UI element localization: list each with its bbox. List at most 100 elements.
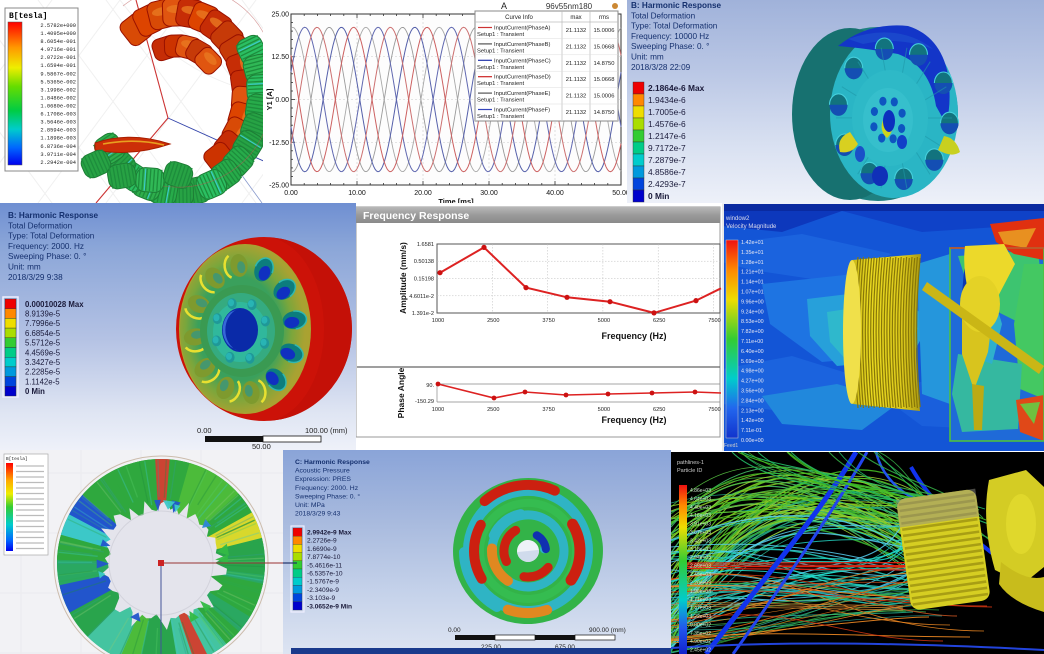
svg-text:max: max — [570, 15, 581, 21]
svg-text:2.5782e+000: 2.5782e+000 — [40, 23, 76, 29]
svg-text:1.1898e-003: 1.1898e-003 — [40, 136, 76, 142]
svg-text:25.00: 25.00 — [271, 12, 289, 19]
svg-text:0.00e+00: 0.00e+00 — [741, 438, 764, 444]
svg-text:15.0006: 15.0006 — [594, 94, 615, 100]
svg-text:3.56e+00: 3.56e+00 — [741, 389, 764, 395]
svg-text:2.13e+00: 2.13e+00 — [741, 408, 764, 414]
svg-text:1.28e+01: 1.28e+01 — [741, 260, 764, 266]
svg-text:Unit: MPa: Unit: MPa — [295, 502, 325, 509]
svg-text:0.00: 0.00 — [275, 97, 289, 104]
svg-text:1.7005e-6: 1.7005e-6 — [648, 107, 686, 117]
svg-text:9.80e+02: 9.80e+02 — [690, 622, 711, 628]
svg-text:6.40e+00: 6.40e+00 — [741, 349, 764, 355]
svg-text:InputCurrent(PhaseF): InputCurrent(PhaseF) — [494, 108, 550, 114]
svg-text:InputCurrent(PhaseC): InputCurrent(PhaseC) — [494, 58, 551, 64]
svg-text:4.40e+03: 4.40e+03 — [690, 505, 711, 511]
svg-text:96v55nm180: 96v55nm180 — [546, 2, 593, 11]
svg-text:Frequency: 2000. Hz: Frequency: 2000. Hz — [295, 485, 359, 492]
svg-text:Sweeping Phase: 0. °: Sweeping Phase: 0. ° — [8, 252, 86, 261]
svg-text:0.00010028 Max: 0.00010028 Max — [25, 300, 84, 309]
svg-text:Setup1 : Transient: Setup1 : Transient — [477, 114, 524, 120]
svg-text:4.64e+03: 4.64e+03 — [690, 496, 711, 502]
svg-text:4.98e+00: 4.98e+00 — [741, 369, 764, 375]
svg-text:1000: 1000 — [432, 407, 444, 413]
svg-text:1.4576e-6: 1.4576e-6 — [648, 119, 686, 129]
svg-text:1.2147e-6: 1.2147e-6 — [648, 131, 686, 141]
svg-text:Total Deformation: Total Deformation — [631, 11, 696, 20]
svg-text:3.67e+03: 3.67e+03 — [690, 530, 711, 536]
svg-text:7.11e-01: 7.11e-01 — [741, 428, 762, 434]
svg-text:4.4569e-5: 4.4569e-5 — [25, 348, 61, 357]
svg-text:900.00 (mm): 900.00 (mm) — [589, 627, 626, 634]
svg-text:2.20e+03: 2.20e+03 — [690, 580, 711, 586]
svg-text:C: Harmonic Response: C: Harmonic Response — [295, 459, 370, 466]
svg-text:-2.3409e-9: -2.3409e-9 — [307, 587, 339, 594]
svg-text:0.50138: 0.50138 — [414, 259, 434, 265]
svg-text:21.1132: 21.1132 — [566, 110, 587, 116]
svg-text:2018/3/29 9:43: 2018/3/29 9:43 — [295, 511, 341, 518]
svg-text:InputCurrent(PhaseA): InputCurrent(PhaseA) — [494, 26, 550, 32]
svg-text:4.6011e-2: 4.6011e-2 — [409, 294, 434, 300]
svg-text:9.24e+00: 9.24e+00 — [741, 309, 764, 315]
svg-text:4.86e+03: 4.86e+03 — [690, 488, 711, 494]
svg-text:1.0680e-002: 1.0680e-002 — [40, 104, 76, 110]
svg-text:Unit: mm: Unit: mm — [8, 263, 41, 272]
svg-text:3.42e+03: 3.42e+03 — [690, 538, 711, 544]
svg-text:Type: Total Deformation: Type: Total Deformation — [8, 232, 95, 241]
svg-text:7.11e+00: 7.11e+00 — [741, 339, 763, 345]
svg-text:5.5365e-002: 5.5365e-002 — [40, 79, 76, 85]
svg-text:3.91e+03: 3.91e+03 — [690, 522, 711, 528]
svg-text:9.96e+00: 9.96e+00 — [741, 299, 764, 305]
svg-text:8.6054e-001: 8.6054e-001 — [40, 39, 76, 45]
svg-text:Sweeping Phase: 0. °: Sweeping Phase: 0. ° — [631, 42, 709, 51]
svg-text:2.69e+03: 2.69e+03 — [690, 564, 711, 570]
svg-text:1000: 1000 — [432, 318, 444, 324]
svg-text:0.00: 0.00 — [448, 627, 461, 634]
svg-text:0.00: 0.00 — [197, 426, 212, 435]
svg-text:1.71e+03: 1.71e+03 — [690, 597, 711, 603]
svg-text:0 Min: 0 Min — [25, 387, 45, 396]
svg-text:rms: rms — [599, 15, 609, 21]
svg-text:6250: 6250 — [653, 318, 665, 324]
svg-text:Frequency (Hz): Frequency (Hz) — [601, 415, 666, 425]
svg-text:21.1132: 21.1132 — [566, 44, 587, 50]
svg-text:Sweeping Phase: 0. °: Sweeping Phase: 0. ° — [295, 492, 360, 500]
svg-text:0.15198: 0.15198 — [414, 277, 434, 283]
svg-text:B: Harmonic Response: B: Harmonic Response — [8, 211, 99, 220]
svg-text:B: Harmonic Response: B: Harmonic Response — [631, 1, 722, 10]
svg-text:InputCurrent(PhaseE): InputCurrent(PhaseE) — [494, 91, 550, 97]
svg-text:2.4293e-7: 2.4293e-7 — [648, 179, 686, 189]
svg-text:2500: 2500 — [487, 318, 499, 324]
svg-text:9.7172e-7: 9.7172e-7 — [648, 143, 686, 153]
svg-text:9.5867e-002: 9.5867e-002 — [40, 71, 76, 77]
svg-text:Total Deformation: Total Deformation — [8, 221, 73, 230]
svg-text:-5.4616e-11: -5.4616e-11 — [307, 562, 342, 569]
svg-text:Type: Total Deformation: Type: Total Deformation — [631, 22, 718, 31]
svg-text:4.8586e-7: 4.8586e-7 — [648, 167, 686, 177]
svg-text:21.1132: 21.1132 — [566, 77, 587, 83]
svg-text:Frequency: 2000. Hz: Frequency: 2000. Hz — [8, 242, 84, 251]
svg-text:1.9434e-6: 1.9434e-6 — [648, 95, 686, 105]
svg-text:1.1142e-5: 1.1142e-5 — [25, 377, 60, 386]
svg-text:2500: 2500 — [487, 407, 499, 413]
svg-text:Frequency: 10000 Hz: Frequency: 10000 Hz — [631, 32, 709, 41]
svg-text:Setup1 : Transient: Setup1 : Transient — [477, 81, 524, 87]
svg-text:1.22e+03: 1.22e+03 — [690, 614, 711, 620]
svg-text:50.00: 50.00 — [252, 442, 271, 450]
svg-text:0.00: 0.00 — [284, 190, 298, 197]
svg-text:2.45e+03: 2.45e+03 — [690, 572, 711, 578]
svg-text:1.96e+03: 1.96e+03 — [690, 589, 711, 595]
svg-text:InputCurrent(PhaseD): InputCurrent(PhaseD) — [494, 75, 551, 81]
svg-text:2018/3/29 9:38: 2018/3/29 9:38 — [8, 273, 63, 282]
svg-text:4.16e+03: 4.16e+03 — [690, 513, 711, 519]
svg-text:12.50: 12.50 — [271, 54, 289, 61]
svg-text:14.8750: 14.8750 — [594, 110, 615, 116]
svg-text:0 Min: 0 Min — [648, 191, 669, 201]
svg-text:6250: 6250 — [653, 407, 665, 413]
svg-text:-150.29: -150.29 — [415, 399, 434, 405]
svg-text:-3.0652e-9 Min: -3.0652e-9 Min — [307, 603, 352, 610]
svg-text:Acoustic Pressure: Acoustic Pressure — [295, 468, 350, 475]
svg-text:1.8486e-002: 1.8486e-002 — [40, 96, 76, 102]
svg-text:2.2285e-5: 2.2285e-5 — [25, 368, 61, 377]
svg-text:30.00: 30.00 — [480, 190, 498, 197]
